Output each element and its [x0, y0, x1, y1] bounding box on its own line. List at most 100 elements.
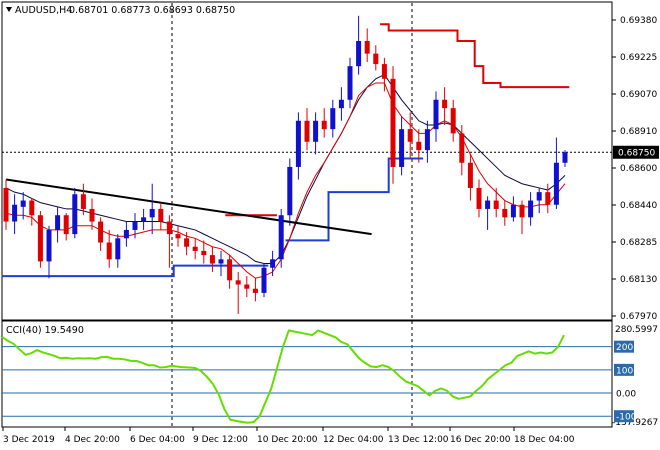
cci-min-label: -137.9267: [612, 418, 658, 428]
bear-candle: [304, 120, 310, 142]
price-axis[interactable]: 0.69380 0.69225 0.69070 0.68910 0.68600 0.684…: [612, 16, 657, 322]
bear-candle: [209, 255, 215, 264]
bear-candle: [459, 133, 465, 163]
bear-candle: [381, 64, 387, 79]
price-tick-label: 0.68130: [620, 275, 657, 285]
cci-level-label: 0.00: [616, 390, 636, 400]
bear-candle: [416, 141, 422, 151]
bull-candle: [424, 129, 430, 151]
bull-candle: [132, 221, 138, 230]
bull-candle: [270, 259, 276, 268]
bull-candle: [553, 162, 559, 205]
bear-candle: [63, 215, 69, 235]
bear-candle: [545, 192, 551, 205]
bear-candle: [519, 204, 525, 218]
price-tick-label: 0.68910: [620, 127, 657, 137]
bull-candle: [115, 238, 121, 260]
price-tick-label: 0.68600: [620, 164, 657, 174]
bear-candle: [184, 238, 190, 247]
bear-candle: [201, 250, 207, 256]
price-tick-label: 0.67970: [620, 312, 657, 322]
price-tick-label: 0.69070: [620, 90, 657, 100]
bear-candle: [364, 40, 370, 54]
time-tick-label: 13 Dec 12:00: [388, 435, 449, 445]
cci-level-label: 100: [616, 366, 633, 376]
price-tick-label: 0.68285: [620, 238, 657, 248]
bull-candle: [313, 120, 319, 142]
bull-candle: [55, 215, 61, 230]
time-tick-label: 3 Dec 2019: [3, 435, 55, 445]
bear-candle: [244, 284, 250, 289]
current-price-badge: [613, 145, 659, 159]
bull-candle: [261, 267, 267, 293]
stop-lines: [1, 23, 570, 278]
cci-panel-frame: [1, 320, 613, 428]
bull-candle: [510, 204, 516, 218]
cci-indicator-line: [1, 329, 565, 424]
price-tick-label: 0.69225: [620, 53, 657, 63]
current-price-label: 0.68750: [618, 148, 655, 158]
time-tick-label: 6 Dec 04:00: [130, 435, 185, 445]
time-axis[interactable]: 3 Dec 2019 4 Dec 20:00 6 Dec 04:00 9 Dec 12…: [2, 427, 575, 445]
candlesticks: [3, 15, 568, 314]
bear-candle: [98, 221, 104, 243]
bull-candle: [485, 200, 491, 209]
bull-candle: [399, 129, 405, 167]
bear-candle: [407, 129, 413, 142]
cci-level-label: -100: [616, 413, 637, 423]
bull-candle: [141, 217, 147, 222]
cci-level-label: 200: [616, 343, 633, 353]
time-tick-label: 9 Dec 12:00: [193, 435, 248, 445]
cci-title: CCI(40) 19.5490: [6, 325, 84, 336]
ohlc-values: 0.68701 0.68773 0.68693 0.68750: [69, 5, 235, 16]
price-tick-label: 0.69380: [620, 16, 657, 26]
symbol-label: AUDUSD,H4: [15, 5, 72, 16]
main-chart-frame: [1, 1, 613, 321]
bull-candle: [12, 204, 18, 222]
bull-candle: [278, 215, 284, 260]
bear-candle: [106, 242, 112, 260]
bear-candle: [192, 246, 198, 251]
bull-candle: [347, 66, 353, 100]
bear-candle: [29, 200, 35, 216]
bear-candle: [493, 200, 499, 209]
bear-candle: [502, 208, 508, 218]
bear-candle: [321, 120, 327, 130]
time-tick-label: 12 Dec 04:00: [323, 435, 384, 445]
cci-level-badge: [614, 363, 634, 376]
symbol-dropdown-icon[interactable]: [6, 7, 12, 12]
bull-candle: [218, 259, 224, 264]
bull-candle: [356, 40, 362, 67]
cci-max-label: 280.5997: [615, 325, 658, 335]
time-tick-label: 16 Dec 20:00: [450, 435, 511, 445]
bear-candle: [89, 208, 95, 222]
bull-candle: [20, 200, 26, 207]
bull-candle: [149, 208, 155, 218]
bear-candle: [166, 221, 172, 235]
bull-candle: [295, 120, 301, 167]
time-tick-label: 10 Dec 20:00: [257, 435, 318, 445]
bull-candle: [338, 99, 344, 109]
bull-candle: [123, 229, 129, 239]
trendline[interactable]: [5, 178, 372, 236]
bull-candle: [536, 192, 542, 201]
price-tick-label: 0.68440: [620, 201, 657, 211]
cci-level-badge: [614, 410, 634, 423]
bear-candle: [175, 234, 181, 239]
bear-candle: [450, 108, 456, 134]
period-separators: [171, 3, 413, 427]
bear-candle: [80, 194, 86, 209]
bear-candle: [476, 187, 482, 209]
bear-candle: [442, 99, 448, 109]
bear-candle: [235, 280, 241, 285]
bear-candle: [3, 187, 9, 222]
time-tick-label: 18 Dec 04:00: [514, 435, 575, 445]
bull-candle: [528, 200, 534, 218]
slow-moving-average-line: [5, 73, 566, 265]
support-stop-line: [1, 157, 424, 278]
bear-candle: [227, 259, 233, 281]
bear-candle: [37, 215, 43, 262]
bear-candle: [390, 78, 396, 167]
cci-axis: 200 100 0.00 -100: [614, 340, 637, 423]
